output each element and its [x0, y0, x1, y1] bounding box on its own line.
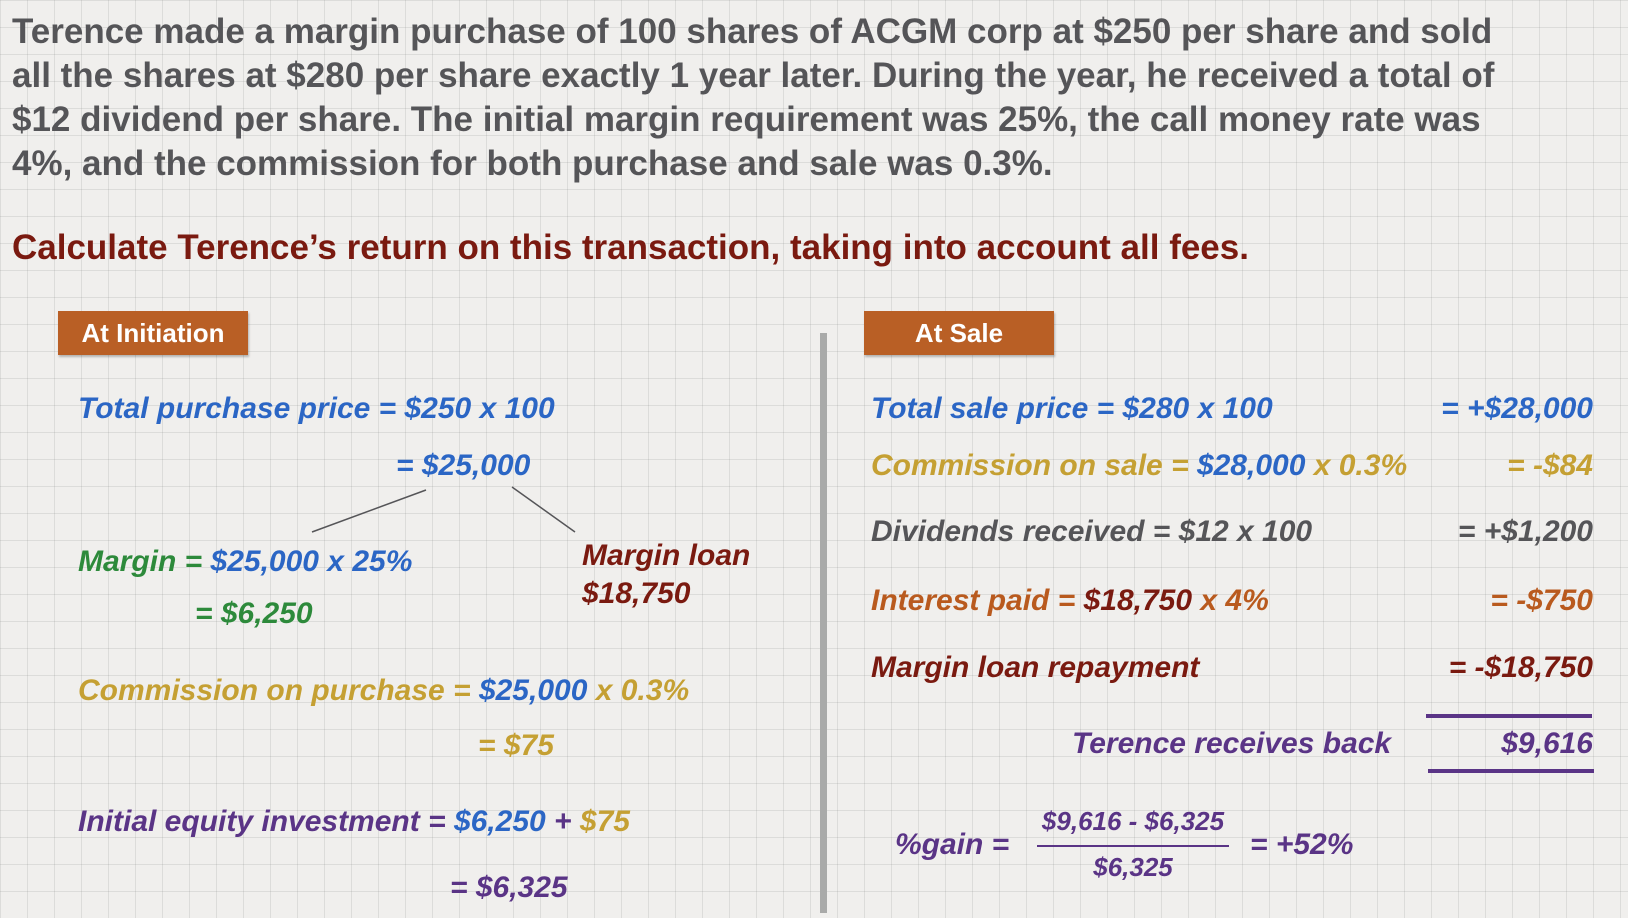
commission-sale-value: = -$84 [1507, 449, 1593, 482]
margin-result: = $6,250 [195, 597, 313, 630]
tag-at-sale: At Sale [864, 311, 1054, 355]
margin-line: Margin = $25,000 x 25% [78, 545, 412, 579]
split-line-margin [311, 489, 427, 533]
interest-paid-line: Interest paid = $18,750 x 4% [871, 584, 1269, 618]
commission-purchase-line: Commission on purchase = $25,000 x 0.3% [78, 674, 689, 708]
commission-purchase-label: Commission on purchase = [78, 674, 479, 707]
question-text: Calculate Terence’s return on this trans… [12, 228, 1249, 267]
initial-equity-part2: $75 [579, 805, 630, 838]
terence-receives-value: $9,616 [1501, 727, 1593, 760]
column-divider [820, 333, 827, 913]
problem-line-2: all the shares at $280 per share exactly… [12, 56, 1495, 95]
margin-label: Margin = [78, 545, 211, 578]
margin-loan-repayment-value: = -$18,750 [1448, 651, 1593, 684]
initial-equity-plus: + [545, 805, 580, 838]
interest-paid-value: = -$750 [1490, 584, 1593, 617]
dividends-received: Dividends received = $12 x 100 [871, 515, 1313, 548]
margin-calc: $25,000 x 25% [210, 545, 413, 578]
purchase-result: = $25,000 [396, 449, 531, 482]
commission-sale-label: Commission on sale = [871, 449, 1197, 482]
problem-line-4: 4%, and the commission for both purchase… [12, 144, 1053, 183]
commission-purchase-result: = $75 [478, 729, 554, 762]
dividends-value: = +$1,200 [1457, 515, 1593, 548]
margin-loan-repayment: Margin loan repayment [871, 651, 1200, 684]
problem-line-3: $12 dividend per share. The initial marg… [12, 100, 1481, 139]
sum-bottom-line [1428, 769, 1594, 773]
gain-result: = +52% [1250, 828, 1354, 861]
commission-purchase-base: $25,000 [478, 674, 588, 707]
fraction-bar [1037, 845, 1229, 847]
terence-receives-label: Terence receives back [1072, 727, 1392, 760]
interest-paid-label: Interest paid = [871, 584, 1084, 617]
commission-sale-rate: x 0.3% [1305, 449, 1408, 482]
split-line-loan [511, 486, 576, 533]
total-sale-price: Total sale price = $280 x 100 [871, 392, 1273, 425]
commission-sale-base: $28,000 [1196, 449, 1306, 482]
margin-loan-value: $18,750 [582, 577, 691, 610]
total-sale-price-value: = +$28,000 [1441, 392, 1593, 425]
gain-label: %gain = [895, 828, 1010, 861]
commission-sale-line: Commission on sale = $28,000 x 0.3% [871, 449, 1407, 483]
interest-paid-calc: $18,750 [1083, 584, 1193, 617]
commission-purchase-rate: x 0.3% [587, 674, 690, 707]
initial-equity-part1: $6,250 [453, 805, 546, 838]
problem-line-1: Terence made a margin purchase of 100 sh… [12, 12, 1493, 51]
gain-denominator: $6,325 [1093, 852, 1173, 882]
tag-at-initiation: At Initiation [58, 311, 248, 355]
initial-equity-label: Initial equity investment = [78, 805, 454, 838]
total-purchase-price: Total purchase price = $250 x 100 [78, 392, 555, 425]
margin-loan-label: Margin loan [582, 539, 751, 572]
gain-numerator: $9,616 - $6,325 [1041, 806, 1225, 836]
initial-equity-line: Initial equity investment = $6,250 + $75 [78, 805, 630, 839]
interest-paid-rate: x 4% [1192, 584, 1269, 617]
sum-top-line [1426, 714, 1592, 718]
problem-statement: Terence made a margin purchase of 100 sh… [12, 10, 1612, 186]
initial-equity-result: = $6,325 [450, 871, 568, 904]
